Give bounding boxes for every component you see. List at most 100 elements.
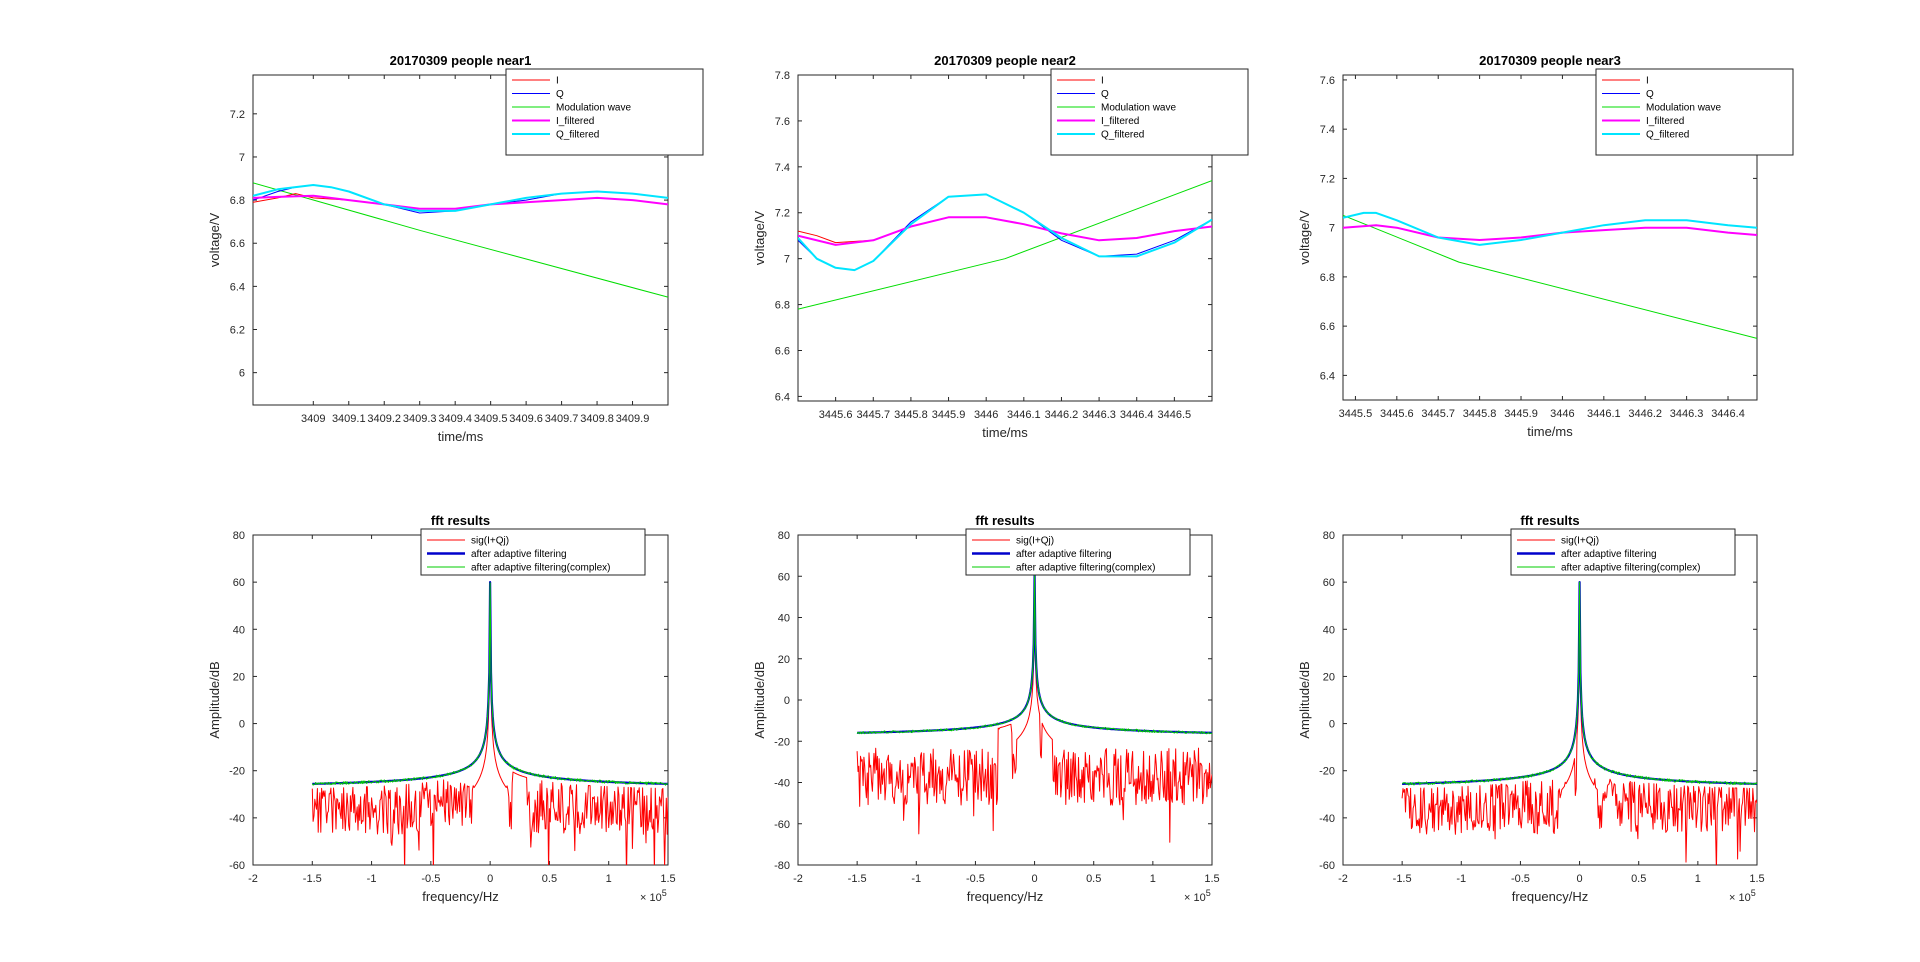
y-axis-label: Amplitude/dB — [207, 661, 222, 738]
ytick-label: -60 — [1319, 860, 1335, 872]
chart-title: fft results — [1520, 513, 1579, 528]
xtick-label: 0.5 — [1086, 873, 1101, 885]
xtick-label: -1 — [1456, 873, 1466, 885]
ytick-label: 80 — [233, 530, 245, 542]
xtick-label: 3409.4 — [438, 413, 472, 425]
xtick-label: 1.5 — [1749, 873, 1764, 885]
ytick-label: 6.4 — [1320, 370, 1335, 382]
xtick-label: -1.5 — [848, 873, 867, 885]
legend-box — [1595, 68, 1794, 156]
ytick-label: 6.8 — [1320, 272, 1335, 284]
xtick-label: 3446.4 — [1120, 409, 1154, 421]
legend-label-1: Q — [1646, 89, 1654, 100]
legend: sig(I+Qj) after adaptive filtering after a… — [965, 528, 1191, 576]
xtick-label: 3445.6 — [1380, 408, 1414, 420]
xtick-label: -1.5 — [303, 873, 322, 885]
xtick-label: 0.5 — [542, 873, 557, 885]
ytick-label: 6.6 — [1320, 321, 1335, 333]
plot-area — [798, 180, 1212, 310]
xtick-label: 1.5 — [1204, 873, 1219, 885]
ytick-label: 0 — [784, 695, 790, 707]
xtick-label: 3445.9 — [1504, 408, 1538, 420]
ytick-label: 7 — [1329, 223, 1335, 235]
legend: sig(I+Qj) after adaptive filtering after a… — [1510, 528, 1736, 576]
xtick-label: 3446.3 — [1670, 408, 1704, 420]
legend-label-1: Q — [1101, 89, 1109, 100]
series-modulation-wave — [1343, 214, 1757, 339]
legend-label-0: sig(I+Qj) — [1561, 536, 1599, 547]
ytick-label: 20 — [1323, 671, 1335, 683]
xtick-label: 3409.7 — [545, 413, 579, 425]
ytick-label: 60 — [1323, 577, 1335, 589]
xtick-label: 3445.7 — [1421, 408, 1455, 420]
legend-label-0: I — [1646, 76, 1649, 87]
xtick-label: 3445.5 — [1339, 408, 1373, 420]
xtick-label: 3445.6 — [819, 409, 853, 421]
xtick-label: 3446.5 — [1158, 409, 1192, 421]
ytick-label: 6.8 — [230, 195, 245, 207]
subplot-f1: -60 -40 -20 0 20 40 60 80 -2 -1.5 -1 -0.5 0 0.5 1 1.5 ff… — [207, 513, 676, 904]
plot-area — [1343, 211, 1757, 339]
y-axis-label: voltage/V — [752, 211, 767, 266]
ytick-label: 7.6 — [1320, 75, 1335, 87]
xtick-label: 3409.6 — [509, 413, 543, 425]
chart-title: fft results — [431, 513, 490, 528]
chart-title: 20170309 people near1 — [390, 53, 532, 68]
legend-label-2: after adaptive filtering(complex) — [1561, 563, 1701, 574]
xtick-label: -2 — [248, 873, 258, 885]
xtick-label: -2 — [793, 873, 803, 885]
legend-label-4: Q_filtered — [1646, 130, 1689, 141]
plot-area — [253, 182, 668, 298]
legend-label-0: I — [1101, 76, 1104, 87]
ytick-label: 40 — [778, 613, 790, 625]
xtick-label: 3409.2 — [367, 413, 401, 425]
ytick-label: -20 — [229, 766, 245, 778]
xtick-label: 1.5 — [660, 873, 675, 885]
chart-title: 20170309 people near2 — [934, 53, 1076, 68]
ytick-label: -60 — [229, 860, 245, 872]
x-axis-label: time/ms — [438, 429, 484, 444]
legend-label-1: after adaptive filtering — [1561, 549, 1657, 560]
xtick-label: 3409.8 — [580, 413, 614, 425]
x-axis-label: frequency/Hz — [1512, 889, 1589, 904]
legend-label-3: I_filtered — [1646, 116, 1684, 127]
legend-label-4: Q_filtered — [1101, 130, 1144, 141]
series-q-filtered — [1343, 211, 1757, 246]
ytick-label: 7.4 — [1320, 124, 1335, 136]
legend: IQ Modulation wave I_filtered Q_filtered — [505, 68, 704, 156]
axes-box — [252, 534, 669, 866]
series-adaptive-complex — [1402, 581, 1757, 786]
ytick-label: 7.8 — [775, 70, 790, 82]
plot-area — [311, 580, 668, 865]
legend-label-1: Q — [556, 89, 564, 100]
ytick-label: 6.2 — [230, 325, 245, 337]
ytick-label: 80 — [778, 530, 790, 542]
legend: IQ Modulation wave I_filtered Q_filtered — [1050, 68, 1249, 156]
subplot-f2: -80 -60 -40 -20 0 20 40 60 80 -2 -1.5 -1 -0.5 0 0.5 1 1.… — [752, 513, 1220, 904]
x-axis-label: time/ms — [982, 425, 1028, 440]
ytick-label: 7.2 — [1320, 173, 1335, 185]
legend-label-3: I_filtered — [556, 116, 594, 127]
legend-label-2: after adaptive filtering(complex) — [471, 563, 611, 574]
xtick-label: 3445.9 — [932, 409, 966, 421]
axes-box — [797, 534, 1213, 866]
ytick-label: -20 — [1319, 766, 1335, 778]
x-exponent-label: × 105 — [640, 888, 667, 904]
x-axis-label: frequency/Hz — [422, 889, 499, 904]
xtick-label: 3409.1 — [332, 413, 366, 425]
series-modulation-wave — [798, 180, 1212, 310]
xtick-label: 3409.5 — [474, 413, 508, 425]
xtick-label: 3445.8 — [894, 409, 928, 421]
x-exponent-label: × 105 — [1729, 888, 1756, 904]
axes-box — [1342, 534, 1758, 866]
ytick-label: 60 — [778, 571, 790, 583]
series-q-filtered — [798, 193, 1212, 272]
xtick-label: -1 — [911, 873, 921, 885]
legend-label-0: sig(I+Qj) — [1016, 536, 1054, 547]
subplot-t3: 6.4 6.6 6.8 7 7.2 7.4 7.6 3445.5 3445.6 3445.7 344… — [1297, 53, 1794, 439]
ytick-label: 0 — [1329, 719, 1335, 731]
legend-label-2: Modulation wave — [1101, 103, 1176, 114]
ytick-label: 6 — [239, 368, 245, 380]
ytick-label: -40 — [1319, 813, 1335, 825]
